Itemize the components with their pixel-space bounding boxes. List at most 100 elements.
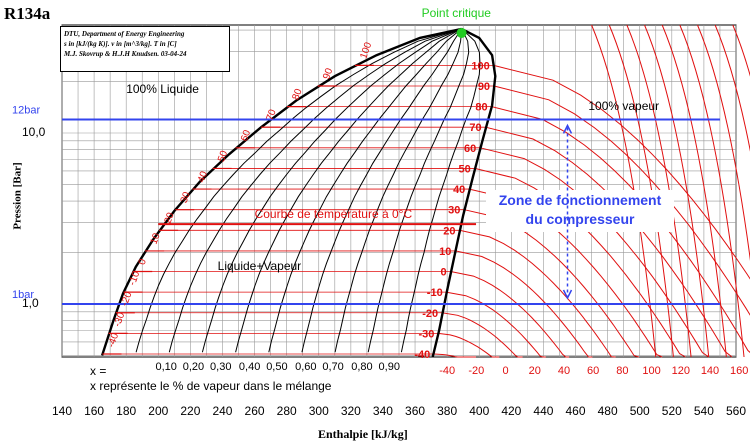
vapour-temp-label: 60	[464, 143, 476, 155]
vapour-temp-label: 90	[478, 81, 490, 93]
x-tick-label: 260	[244, 404, 265, 418]
x-tick-label: 180	[116, 404, 137, 418]
quality-line	[235, 29, 460, 353]
isotherm-line	[438, 332, 500, 358]
x-tick-label: 240	[212, 404, 233, 418]
pressure-line-label: 12bar	[12, 104, 40, 116]
x-tick-label: 320	[340, 404, 361, 418]
chart-title: R134a	[4, 4, 51, 23]
isotherm-axis-label: -20	[468, 365, 484, 377]
quality-line	[367, 29, 470, 353]
liquid-temp-label: 10	[149, 231, 163, 246]
quality-label: 0,80	[351, 361, 372, 373]
isotherm-line	[626, 24, 692, 358]
isotherm-axis-label: 160	[730, 365, 748, 377]
quality-label: 0,20	[183, 361, 204, 373]
quality-line	[268, 29, 461, 353]
annotation-background	[486, 190, 674, 232]
liquid-temp-label: 90	[321, 66, 335, 81]
quality-line	[135, 29, 458, 353]
arrow-head-up	[562, 123, 573, 134]
liquid-temp-label: 50	[216, 149, 230, 164]
annotation-line-1: Zone de fonctionnement	[499, 192, 662, 208]
arrow-head-down	[562, 289, 573, 300]
x-tick-label: 380	[437, 404, 458, 418]
quality-label: 0,30	[210, 361, 231, 373]
pressure-lines: 12bar 1bar Courbe de température à 0°C	[12, 104, 720, 305]
x-tick-label: 280	[276, 404, 297, 418]
x-tick-label: 340	[372, 404, 393, 418]
isotherm-axis-label: 20	[529, 365, 541, 377]
info-box: DTU, Department of Energy Engineering s …	[60, 26, 230, 72]
vapour-temp-label: 80	[475, 102, 487, 114]
temperature-line-label: Courbe de température à 0°C	[255, 207, 413, 221]
vapour-temp-label: -10	[427, 287, 443, 299]
info-line-3: M.J. Skovrup & H.J.H Knudsen. 03-04-24	[64, 50, 187, 58]
isotherm-line	[714, 24, 750, 152]
y-tick-label: 1,0	[22, 296, 39, 310]
quality-label: 0,10	[155, 361, 176, 373]
isotherm-line	[661, 24, 727, 358]
critical-point	[456, 27, 467, 38]
quality-line	[334, 29, 463, 353]
region-vapour-label: 100% vapeur	[588, 99, 659, 113]
isotherm-line	[455, 250, 593, 358]
x-tick-label: 160	[84, 404, 105, 418]
region-mix-label: Liquide+Vapeur	[218, 259, 302, 273]
quality-lines: 0,10 0,20 0,30 0,40 0,50 0,60 0,70 0,80 0,90	[135, 29, 481, 373]
isotherm-axis-label: 0	[502, 365, 508, 377]
isotherm-line	[608, 24, 674, 358]
x-tick-label: 400	[469, 404, 490, 418]
isotherm-axis-label: 100	[642, 365, 660, 377]
liquid-temp-label: 60	[239, 128, 253, 143]
quality-explanation: x représente le % de vapeur dans le méla…	[90, 379, 332, 393]
isotherm-line	[434, 353, 476, 358]
region-liquid-label: 100% Liquide	[126, 82, 199, 96]
liquid-temp-label: -10	[127, 269, 142, 287]
quality-label: 0,90	[379, 361, 400, 373]
x-tick-label: 220	[180, 404, 201, 418]
isotherm-axis-label: 120	[672, 365, 690, 377]
isotherm-line	[591, 24, 657, 358]
isotherm-axis-label: 80	[616, 365, 628, 377]
x-tick-label: 520	[661, 404, 682, 418]
quality-axis-note: x =	[90, 364, 107, 378]
isotherm-axis-label: 140	[701, 365, 719, 377]
vapour-temp-label: 100	[471, 60, 489, 72]
x-axis-label: Enthalpie [kJ/kg]	[318, 427, 408, 441]
quality-label: 0,40	[239, 361, 260, 373]
x-tick-label: 440	[533, 404, 554, 418]
isotherm-axis-label: -40	[439, 365, 455, 377]
chart-marks: Point critique 100% Liquide Liquide+Vapeur…	[126, 6, 674, 300]
quality-label: 0,70	[322, 361, 343, 373]
quality-line	[168, 29, 458, 353]
quality-label: 0,50	[266, 361, 287, 373]
liquid-temp-label: 0	[137, 257, 149, 266]
vapour-temp-label: 10	[439, 246, 451, 258]
liquid-temp-label: 80	[291, 87, 305, 102]
isotherm-line	[493, 64, 750, 280]
x-tick-label: 140	[51, 404, 73, 418]
x-tick-label: 480	[597, 404, 618, 418]
liquid-temp-label: -20	[119, 290, 134, 308]
x-tick-label: 200	[148, 404, 169, 418]
y-tick-label: 10,0	[22, 125, 46, 139]
isotherm-line	[491, 106, 750, 354]
liquid-temp-label: 20	[163, 211, 177, 226]
liquid-temp-label: 30	[179, 190, 193, 205]
liquid-temp-label: 70	[265, 108, 279, 123]
vapour-temp-label: 0	[441, 267, 447, 279]
isotherm-line	[493, 85, 750, 316]
x-tick-label: 540	[693, 404, 714, 418]
quality-line	[400, 29, 481, 353]
quality-label: 0,60	[295, 361, 316, 373]
isotherm-line	[480, 147, 709, 358]
pressure-line-label: 1bar	[12, 289, 34, 301]
isotherm-line	[679, 24, 745, 358]
isotherm-line	[697, 24, 750, 262]
info-line-1: DTU, Department of Energy Engineering	[64, 30, 185, 38]
x-tick-label: 420	[501, 404, 522, 418]
x-tick-label: 560	[725, 404, 747, 418]
vapour-temp-label: 30	[448, 205, 460, 217]
isotherm-line	[732, 24, 750, 77]
